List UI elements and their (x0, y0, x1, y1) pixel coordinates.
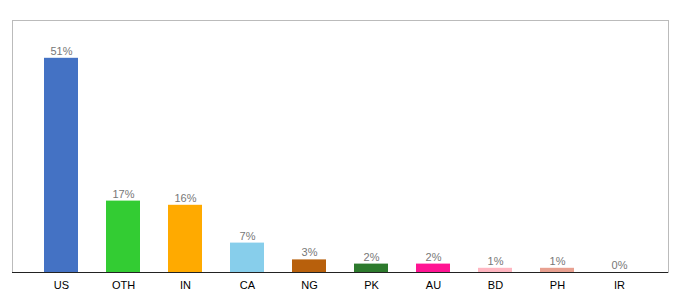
svg-text:OTH: OTH (112, 279, 135, 291)
svg-text:BD: BD (488, 279, 503, 291)
svg-text:IR: IR (614, 279, 625, 291)
svg-text:PK: PK (364, 279, 379, 291)
svg-text:16%: 16% (174, 192, 196, 204)
svg-text:2%: 2% (426, 251, 442, 263)
svg-text:17%: 17% (112, 188, 134, 200)
svg-text:AU: AU (426, 279, 441, 291)
svg-text:US: US (54, 279, 69, 291)
svg-text:1%: 1% (550, 255, 566, 267)
svg-text:51%: 51% (50, 45, 72, 57)
svg-text:2%: 2% (364, 251, 380, 263)
svg-text:PH: PH (550, 279, 565, 291)
svg-text:3%: 3% (302, 246, 318, 258)
svg-text:7%: 7% (240, 230, 256, 242)
svg-text:1%: 1% (488, 255, 504, 267)
svg-text:0%: 0% (612, 259, 628, 271)
svg-text:NG: NG (301, 279, 318, 291)
svg-text:IN: IN (180, 279, 191, 291)
svg-text:CA: CA (240, 279, 256, 291)
